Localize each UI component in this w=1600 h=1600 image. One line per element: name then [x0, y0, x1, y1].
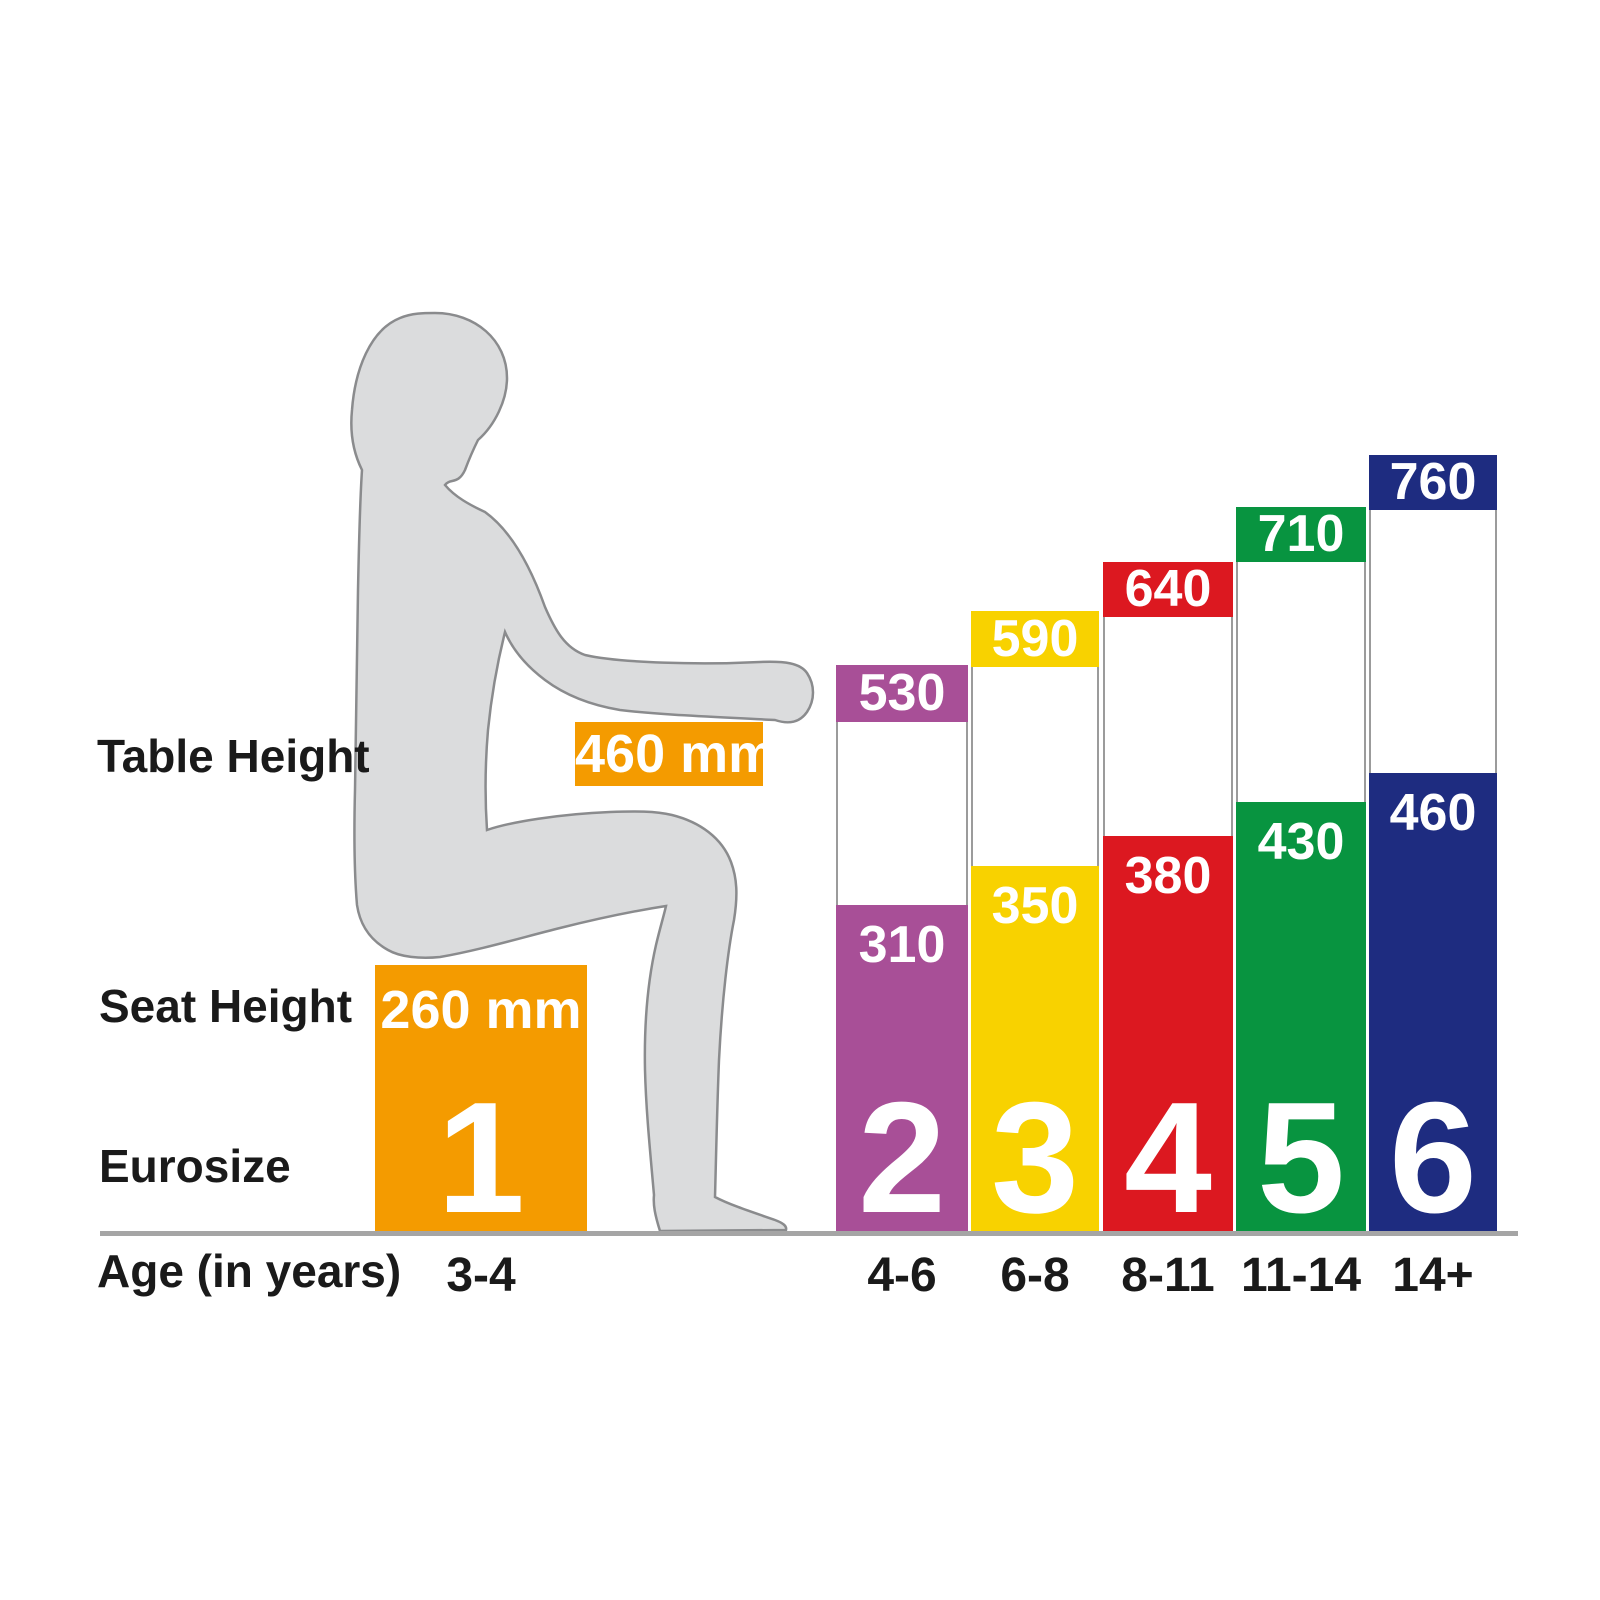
seat-column-3: 350 3 — [971, 866, 1099, 1246]
seat-column-6: 460 6 — [1369, 773, 1497, 1246]
age-range-label-6: 14+ — [1392, 1249, 1474, 1302]
seat-height-value-6: 460 — [1389, 784, 1477, 842]
eurosize-number-5: 5 — [1257, 1069, 1345, 1246]
silhouette-outline — [350, 311, 815, 1233]
seat-height-value-4: 380 — [1124, 847, 1212, 905]
column-gap-2 — [836, 722, 968, 905]
eurosize-1-seat-block: 260 mm 1 — [375, 965, 587, 1246]
table-height-cap-5: 710 — [1236, 507, 1366, 562]
column-gap-6 — [1369, 510, 1497, 773]
age-range-label-1: 3-4 — [446, 1249, 516, 1302]
eurosize-number-4: 4 — [1124, 1069, 1212, 1246]
table-height-value-tag: 460 mm — [575, 722, 777, 786]
table-height-cap-4: 640 — [1103, 562, 1233, 617]
age-range-label-5: 11-14 — [1240, 1249, 1362, 1302]
seat-column-5: 430 5 — [1236, 802, 1366, 1246]
age-axis-label: Age (in years) — [97, 1245, 402, 1297]
column-gap-3 — [971, 667, 1099, 866]
age-range-label-3: 6-8 — [1000, 1249, 1070, 1302]
table-height-cap-6: 760 — [1369, 455, 1497, 510]
seat-height-value: 260 mm — [380, 980, 582, 1040]
eurosize-number-6: 6 — [1389, 1069, 1477, 1246]
table-height-cap-2: 530 — [836, 665, 968, 722]
table-height-cap-3: 590 — [971, 611, 1099, 667]
table-height-label: Table Height — [97, 730, 370, 782]
eurosize-label: Eurosize — [99, 1140, 291, 1192]
column-gap-5 — [1236, 562, 1366, 802]
seat-column-4: 380 4 — [1103, 836, 1233, 1246]
age-range-label-2: 4-6 — [867, 1249, 937, 1302]
eurosize-number-1: 1 — [437, 1069, 525, 1246]
seat-height-value-2: 310 — [858, 916, 946, 974]
eurosize-number-3: 3 — [991, 1069, 1079, 1246]
baseline — [100, 1231, 1518, 1236]
seat-column-2: 310 2 — [836, 905, 968, 1246]
seat-height-value-5: 430 — [1257, 813, 1345, 871]
seat-height-value-3: 350 — [991, 877, 1079, 935]
column-gap-4 — [1103, 617, 1233, 836]
eurosize-number-2: 2 — [858, 1069, 946, 1246]
age-range-label-4: 8-11 — [1121, 1249, 1215, 1302]
seat-height-label: Seat Height — [99, 980, 353, 1032]
